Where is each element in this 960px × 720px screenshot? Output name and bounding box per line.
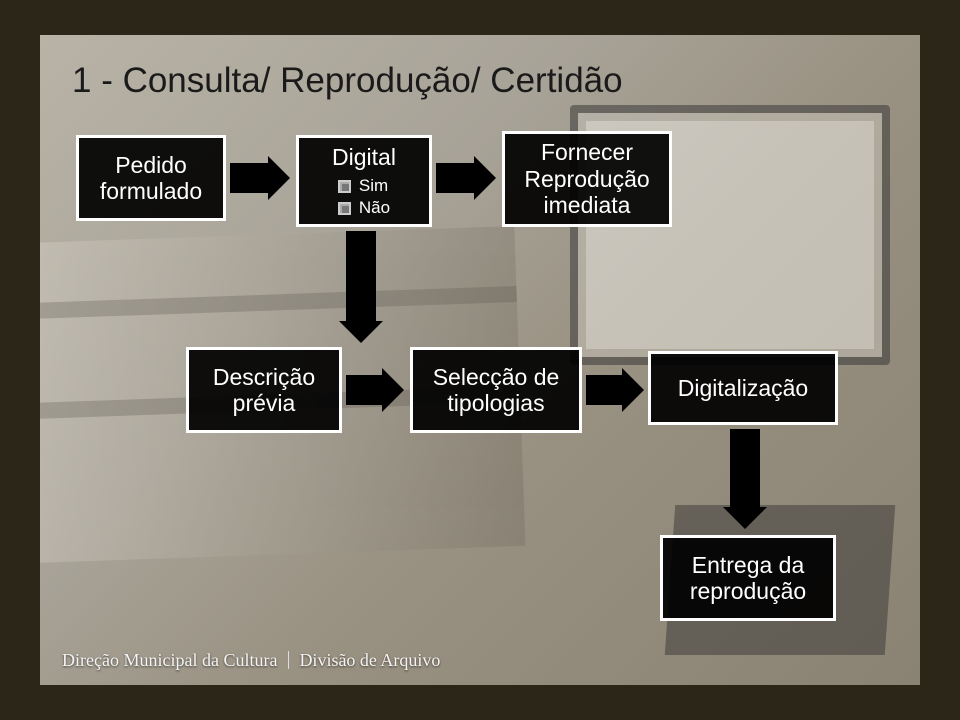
node-text: reprodução bbox=[690, 578, 806, 604]
node-text: Selecção de bbox=[433, 364, 560, 390]
arrow-icon bbox=[586, 375, 624, 405]
node-pedido-formulado: Pedido formulado bbox=[76, 135, 226, 221]
node-entrega-reproducao: Entrega da reprodução bbox=[660, 535, 836, 621]
node-text: prévia bbox=[233, 390, 296, 416]
footer-separator bbox=[288, 651, 289, 669]
node-text: formulado bbox=[100, 178, 202, 204]
node-text: Descrição bbox=[213, 364, 315, 390]
footer-right: Divisão de Arquivo bbox=[299, 650, 440, 670]
presentation-frame: 1 - Consulta/ Reprodução/ Certidão Pedid… bbox=[0, 0, 960, 720]
node-digitalizacao: Digitalização bbox=[648, 351, 838, 425]
node-text: Fornecer bbox=[541, 139, 633, 165]
node-digital: Digital Sim Não bbox=[296, 135, 432, 227]
node-text: Entrega da bbox=[692, 552, 805, 578]
arrow-icon bbox=[730, 429, 760, 509]
footer-left: Direção Municipal da Cultura bbox=[62, 650, 277, 670]
node-text: Digitalização bbox=[678, 375, 808, 401]
digital-options: Sim Não bbox=[338, 174, 390, 218]
arrow-icon bbox=[436, 163, 476, 193]
arrow-icon bbox=[346, 231, 376, 323]
node-descricao-previa: Descrição prévia bbox=[186, 347, 342, 433]
option-label: Sim bbox=[359, 176, 388, 196]
arrow-icon bbox=[230, 163, 270, 193]
node-seleccao-tipologias: Selecção de tipologias bbox=[410, 347, 582, 433]
node-text: Digital bbox=[332, 144, 396, 170]
checkbox-icon bbox=[338, 202, 351, 215]
slide-title: 1 - Consulta/ Reprodução/ Certidão bbox=[72, 61, 623, 101]
node-text: imediata bbox=[544, 192, 631, 218]
option-label: Não bbox=[359, 198, 390, 218]
checkbox-icon bbox=[338, 180, 351, 193]
arrow-icon bbox=[346, 375, 384, 405]
option-sim: Sim bbox=[338, 176, 390, 196]
option-nao: Não bbox=[338, 198, 390, 218]
slide-canvas: 1 - Consulta/ Reprodução/ Certidão Pedid… bbox=[40, 35, 920, 685]
node-fornecer-reproducao: Fornecer Reprodução imediata bbox=[502, 131, 672, 227]
node-text: tipologias bbox=[447, 390, 544, 416]
node-text: Reprodução bbox=[524, 166, 649, 192]
footer-text: Direção Municipal da Cultura Divisão de … bbox=[62, 650, 440, 671]
node-text: Pedido bbox=[115, 152, 187, 178]
